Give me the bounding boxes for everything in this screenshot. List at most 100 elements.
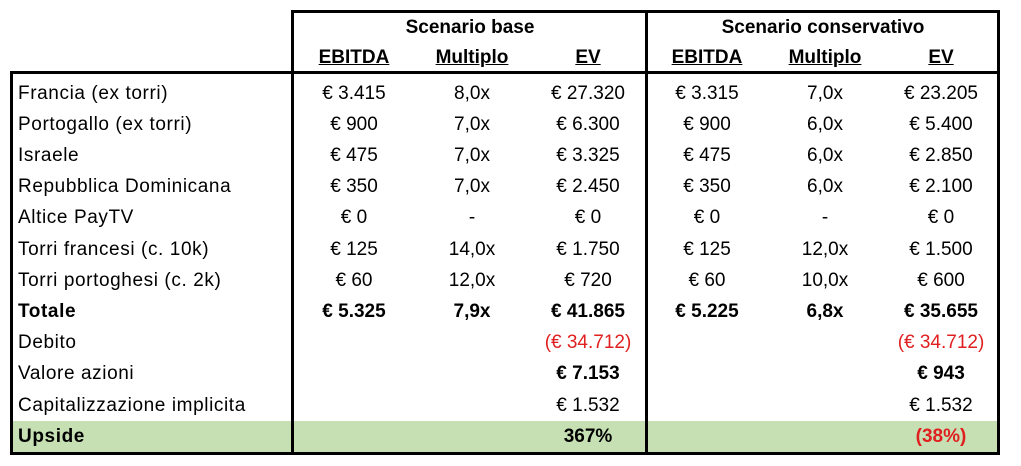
table-cell: € 2.850 bbox=[909, 144, 973, 166]
table-cell bbox=[771, 390, 879, 421]
row-label: Valore azioni bbox=[18, 363, 135, 385]
table-cell: € 1.500 bbox=[909, 238, 973, 260]
table-cell: € 5.400 bbox=[909, 113, 973, 135]
table-cell: € 350 bbox=[330, 176, 378, 198]
table-row: Torri portoghesi (c. 2k) € 60 12,0x € 720 € … bbox=[12, 265, 999, 296]
table-cell bbox=[306, 328, 402, 359]
table-row: Israele € 475 7,0x € 3.325 € 475 6,0x € 2.850 bbox=[12, 140, 999, 171]
table-cell: € 475 bbox=[683, 144, 731, 166]
table-cell: 10,0x bbox=[801, 269, 849, 291]
table-cell: 7,0x bbox=[807, 82, 843, 104]
table-cell bbox=[771, 328, 879, 359]
table-cell: (€ 34.712) bbox=[897, 332, 985, 354]
table-cell: € 0 bbox=[340, 207, 368, 229]
table-row: Repubblica Dominicana € 350 7,0x € 2.450 € 3… bbox=[12, 172, 999, 203]
table-border-right bbox=[997, 10, 1000, 455]
table-cell: € 2.100 bbox=[909, 176, 973, 198]
row-label: Francia (ex torri) bbox=[18, 82, 169, 104]
table-border-bottom bbox=[10, 452, 1000, 455]
table-border-left bbox=[10, 73, 13, 455]
row-label: Capitalizzazione implicita bbox=[18, 394, 246, 416]
table-cell bbox=[418, 359, 526, 390]
table-row: Debito (€ 34.712) (€ 34.712) bbox=[12, 328, 999, 359]
table-cell: € 720 bbox=[564, 269, 612, 291]
table-row: Capitalizzazione implicita € 1.532 € 1.532 bbox=[12, 390, 999, 421]
row-label: Torri portoghesi (c. 2k) bbox=[18, 269, 222, 291]
table-cell: € 125 bbox=[683, 238, 731, 260]
scenario-base-header: Scenario base bbox=[293, 10, 647, 43]
table-row: Francia (ex torri) € 3.415 8,0x € 27.320 € 3… bbox=[12, 78, 999, 109]
table-cell: 6,0x bbox=[807, 113, 843, 135]
table-cell: 7,0x bbox=[454, 176, 490, 198]
table-row: Portogallo (ex torri) € 900 7,0x € 6.300 € 9… bbox=[12, 109, 999, 140]
table-cell bbox=[659, 390, 755, 421]
table-cell: € 0 bbox=[693, 207, 721, 229]
table-cell: (38%) bbox=[915, 425, 967, 447]
col-header-multiplo-cons: Multiplo bbox=[788, 47, 862, 68]
table-cell: € 350 bbox=[683, 176, 731, 198]
table-cell bbox=[659, 421, 755, 452]
table-cell bbox=[418, 390, 526, 421]
table-row: Totale € 5.325 7,9x € 41.865 € 5.225 6,8x € 35… bbox=[12, 296, 999, 327]
table-cell: € 7.153 bbox=[556, 363, 620, 385]
table-cell: € 60 bbox=[335, 269, 373, 291]
table-cell: € 1.532 bbox=[556, 394, 620, 416]
table-cell: 8,0x bbox=[454, 82, 490, 104]
table-cell: 7,9x bbox=[453, 300, 491, 322]
row-label: Repubblica Dominicana bbox=[18, 176, 232, 198]
row-label: Portogallo (ex torri) bbox=[18, 113, 193, 135]
table-cell: - bbox=[821, 207, 829, 229]
table-cell bbox=[306, 359, 402, 390]
table-cell bbox=[771, 359, 879, 390]
table-cell: € 900 bbox=[683, 113, 731, 135]
table-row: Valore azioni € 7.153 € 943 bbox=[12, 359, 999, 390]
table-cell: € 5.225 bbox=[675, 300, 739, 322]
table-row: Upside 367% (38%) bbox=[12, 421, 999, 453]
table-cell bbox=[306, 390, 402, 421]
table-cell: 6,0x bbox=[807, 144, 843, 166]
table-cell: 12,0x bbox=[801, 238, 849, 260]
table-cell: € 1.532 bbox=[909, 394, 973, 416]
table-cell bbox=[418, 328, 526, 359]
row-label: Altice PayTV bbox=[18, 207, 134, 229]
table-cell: 6,0x bbox=[807, 176, 843, 198]
scenario-conservativo-header: Scenario conservativo bbox=[647, 10, 999, 43]
table-cell: € 475 bbox=[330, 144, 378, 166]
row-label: Torri francesi (c. 10k) bbox=[18, 238, 210, 260]
row-label: Upside bbox=[18, 425, 85, 447]
table-cell: 6,8x bbox=[806, 300, 844, 322]
table-cell: € 23.205 bbox=[904, 82, 978, 104]
table-cell bbox=[306, 421, 402, 452]
table-cell bbox=[771, 421, 879, 452]
col-header-ev-base: EV bbox=[575, 47, 601, 68]
table-cell: € 0 bbox=[927, 207, 955, 229]
table-cell bbox=[418, 421, 526, 452]
table-cell: € 3.415 bbox=[322, 82, 386, 104]
table-row: Altice PayTV € 0 - € 0 € 0 - € 0 bbox=[12, 203, 999, 234]
column-divider-scenarios bbox=[645, 10, 648, 455]
table-cell: 7,0x bbox=[454, 144, 490, 166]
row-label: Israele bbox=[18, 144, 80, 166]
table-cell: € 6.300 bbox=[556, 113, 620, 135]
table-cell: - bbox=[468, 207, 476, 229]
table-cell: € 2.450 bbox=[556, 176, 620, 198]
table-cell: € 27.320 bbox=[551, 82, 625, 104]
table-cell: € 3.315 bbox=[675, 82, 739, 104]
table-cell bbox=[659, 359, 755, 390]
table-cell: € 943 bbox=[917, 363, 965, 385]
table-cell: 367% bbox=[563, 425, 613, 447]
table-cell: € 41.865 bbox=[551, 300, 625, 322]
table-cell: 14,0x bbox=[448, 238, 496, 260]
table-cell: 7,0x bbox=[454, 113, 490, 135]
table-cell: € 3.325 bbox=[556, 144, 620, 166]
table-cell: € 900 bbox=[330, 113, 378, 135]
table-row: Torri francesi (c. 10k) € 125 14,0x € 1.750… bbox=[12, 234, 999, 265]
header-bottom-border bbox=[10, 71, 1000, 74]
col-header-ebitda-base: EBITDA bbox=[318, 47, 390, 68]
col-header-ev-cons: EV bbox=[928, 47, 954, 68]
column-divider-label bbox=[291, 10, 294, 455]
table-cell: 12,0x bbox=[448, 269, 496, 291]
col-header-multiplo-base: Multiplo bbox=[435, 47, 509, 68]
table-cell bbox=[659, 328, 755, 359]
